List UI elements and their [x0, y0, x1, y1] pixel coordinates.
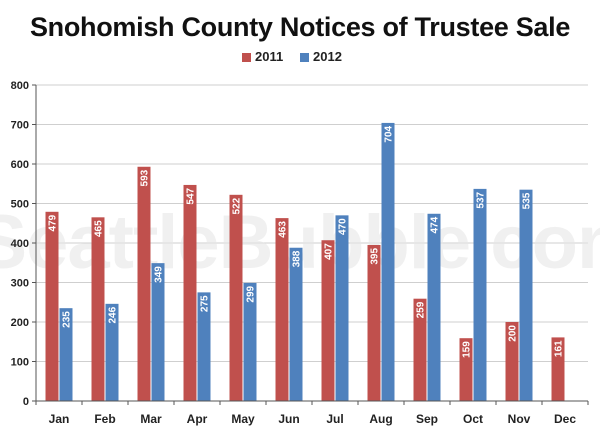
chart-legend: 2011 2012	[242, 49, 342, 64]
data-label: 161	[554, 340, 565, 357]
data-label: 465	[94, 220, 105, 237]
x-tick-label: Jul	[326, 412, 343, 426]
data-label: 299	[246, 285, 257, 302]
chart-title: Snohomish County Notices of Trustee Sale	[30, 12, 570, 42]
y-tick-label: 200	[11, 317, 29, 329]
bar-2011	[505, 322, 519, 401]
legend-swatch-2012	[300, 53, 309, 62]
data-label: 259	[416, 301, 427, 318]
data-label: 479	[48, 214, 59, 231]
y-tick-label: 700	[11, 120, 29, 132]
bar-2012	[243, 282, 257, 401]
data-label: 522	[232, 197, 243, 214]
bar-2012	[473, 188, 487, 401]
y-tick-label: 600	[11, 159, 29, 171]
plot-area: SeattleBubble.com 4794655935475224634073…	[0, 80, 600, 426]
bar-2011	[551, 337, 565, 401]
bars: 479 465 593 547 522 463 407 395 259 159 200 161 235 2…	[45, 122, 565, 402]
x-tick-label: Oct	[463, 412, 483, 426]
data-label: 388	[292, 250, 303, 267]
axes: 0 100 200 300 400 500 600 700 800 Jan Feb Mar Apr May…	[11, 80, 589, 426]
y-tick-label: 500	[11, 199, 29, 211]
x-tick-label: Apr	[187, 412, 208, 426]
data-label: 537	[476, 191, 487, 208]
bar-2011	[229, 194, 243, 401]
data-label: 235	[62, 311, 73, 328]
bar-2011	[137, 166, 151, 401]
x-tick-label: Feb	[94, 412, 115, 426]
data-label: 593	[140, 169, 151, 186]
bar-2011	[275, 218, 289, 401]
y-tick-label: 300	[11, 278, 29, 290]
bar-2011	[367, 244, 381, 401]
y-tick-label: 100	[11, 357, 29, 369]
data-label: 547	[186, 187, 197, 204]
x-tick-label: Aug	[369, 412, 392, 426]
x-tick-label: Jan	[49, 412, 70, 426]
y-tick-label: 0	[23, 396, 29, 408]
legend-label-2011: 2011	[255, 49, 283, 64]
bar-2012	[381, 122, 395, 402]
x-tick-label: May	[231, 412, 255, 426]
x-tick-label: Sep	[416, 412, 438, 426]
bar-2011	[321, 240, 335, 401]
bar-2012	[427, 213, 441, 401]
bar-2011	[459, 338, 473, 401]
data-label: 463	[278, 221, 289, 238]
data-label: 704	[384, 125, 395, 142]
data-label: 474	[430, 216, 441, 233]
data-label: 159	[462, 341, 473, 358]
bar-2012	[289, 247, 303, 401]
data-label: 275	[200, 295, 211, 312]
bar-2012	[335, 215, 349, 401]
bar-2011	[91, 217, 105, 401]
x-tick-label: Mar	[140, 412, 162, 426]
x-tick-label: Nov	[508, 412, 531, 426]
y-tick-label: 400	[11, 238, 29, 250]
bar-2011	[183, 184, 197, 401]
bar-2012	[105, 303, 119, 401]
data-label: 407	[324, 243, 335, 260]
y-tick-label: 800	[11, 80, 29, 92]
x-tick-label: Jun	[278, 412, 299, 426]
bar-2011	[413, 298, 427, 401]
legend-label-2012: 2012	[313, 49, 342, 64]
bar-2012	[59, 308, 73, 401]
bar-2012	[197, 292, 211, 401]
bar-2011	[45, 211, 59, 401]
x-tick-label: Dec	[554, 412, 576, 426]
bar-2012	[151, 263, 165, 401]
data-label: 395	[370, 248, 381, 265]
data-label: 349	[154, 266, 165, 283]
data-label: 200	[508, 325, 519, 342]
data-label: 535	[522, 192, 533, 209]
data-label: 470	[338, 218, 349, 235]
bar-2012	[519, 189, 533, 401]
data-label: 246	[108, 306, 119, 323]
gridlines	[36, 84, 588, 362]
legend-swatch-2011	[242, 53, 251, 62]
